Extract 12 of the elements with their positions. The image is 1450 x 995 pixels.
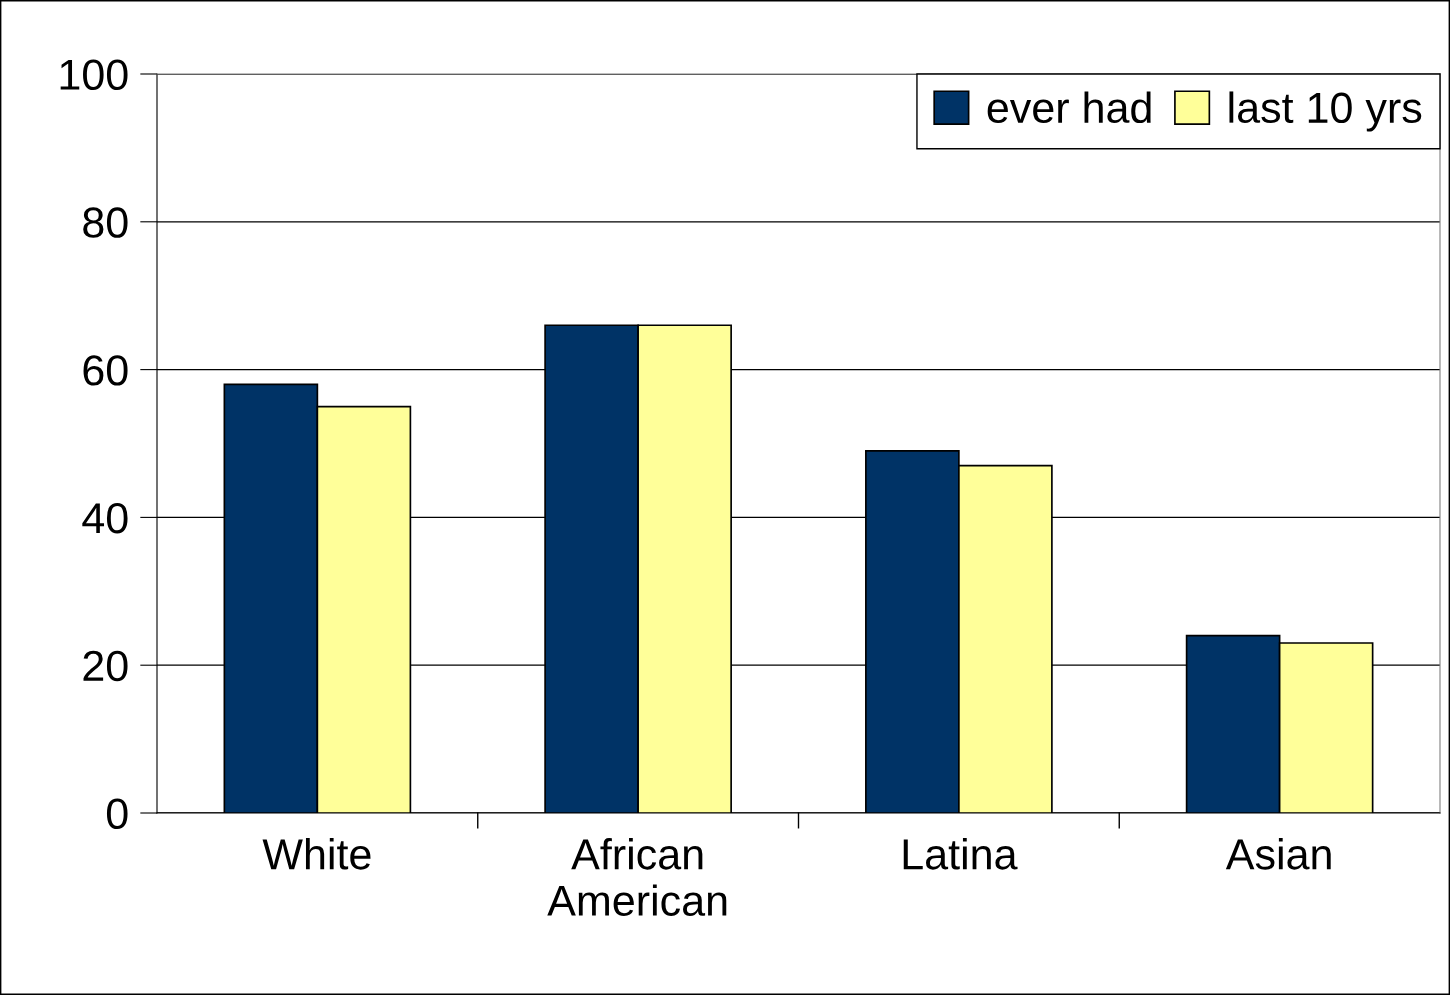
y-tick-label: 100 [60,59,128,91]
legend-label: ever had [987,91,1151,124]
y-tick-label: 20 [83,650,128,682]
x-tick-label: White [262,838,371,870]
legend-label: last 10 yrs [1229,91,1422,132]
y-tick-label: 80 [83,207,128,238]
x-tick-label: African American [547,838,727,916]
y-tick-label: 0 [106,798,128,830]
y-tick-label: 40 [82,502,128,534]
x-tick-label: Asian [1225,838,1331,870]
x-tick-label: Latina [903,838,1018,870]
y-tick-label: 60 [83,355,128,386]
